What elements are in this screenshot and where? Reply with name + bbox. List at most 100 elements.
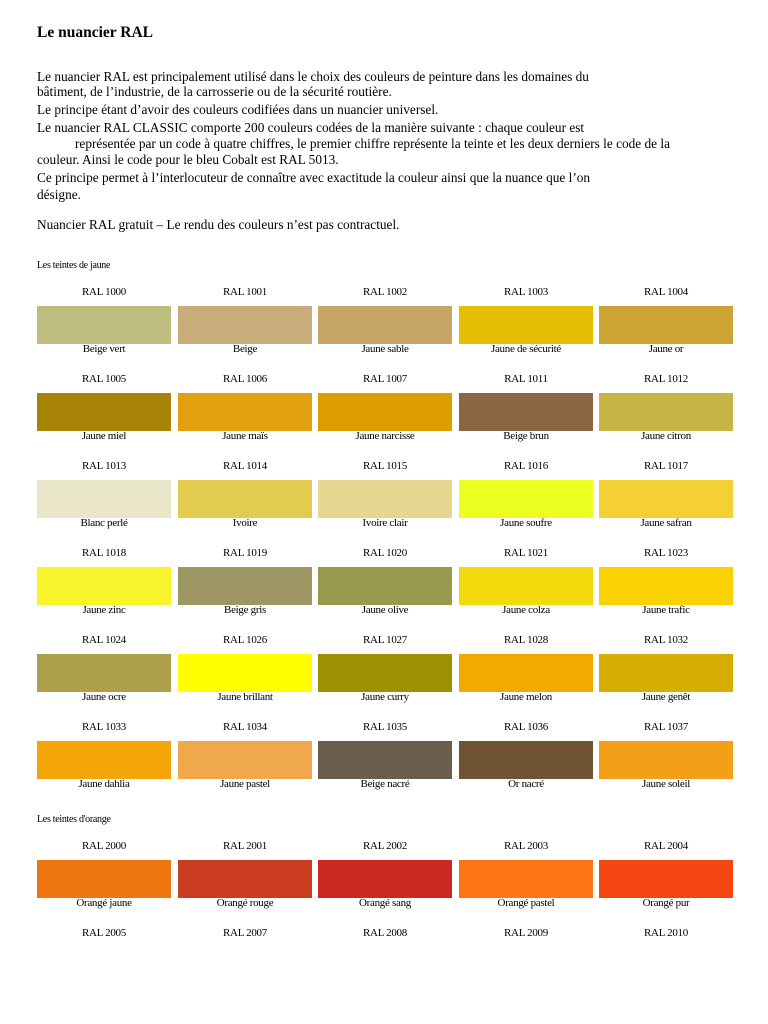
color-name: Orangé sang — [359, 897, 411, 909]
color-swatch — [459, 393, 593, 431]
intro-line: représentée par un code à quatre chiffre… — [75, 136, 670, 151]
color-swatch — [37, 654, 171, 692]
color-name: Jaune curry — [361, 691, 409, 703]
ral-code: RAL 1003 — [504, 286, 548, 298]
ral-code: RAL 1017 — [644, 460, 688, 472]
color-swatch — [459, 860, 593, 898]
ral-code: RAL 1016 — [504, 460, 548, 472]
color-name: Jaune pastel — [220, 778, 270, 790]
color-swatch — [459, 654, 593, 692]
color-name: Jaune miel — [81, 430, 127, 442]
intro-line: Le nuancier RAL est principalement utili… — [37, 69, 589, 84]
ral-code: RAL 1018 — [82, 547, 126, 559]
ral-code: RAL 1021 — [504, 547, 548, 559]
ral-code: RAL 1035 — [363, 721, 407, 733]
color-swatch — [318, 654, 452, 692]
ral-code: RAL 1001 — [223, 286, 267, 298]
ral-code: RAL 1014 — [223, 460, 267, 472]
color-swatch — [318, 393, 452, 431]
color-name: Jaune sable — [361, 343, 409, 355]
color-swatch — [599, 860, 733, 898]
ral-code: RAL 2004 — [644, 840, 688, 852]
color-swatch — [178, 860, 312, 898]
ral-code: RAL 1036 — [504, 721, 548, 733]
title: Le nuancier RAL — [37, 24, 153, 41]
color-swatch — [318, 480, 452, 518]
color-name: Jaune safran — [640, 517, 692, 529]
ral-code: RAL 1037 — [644, 721, 688, 733]
color-swatch — [459, 567, 593, 605]
color-swatch — [599, 654, 733, 692]
color-name: Orangé pastel — [497, 897, 555, 909]
color-swatch — [318, 306, 452, 344]
ral-code: RAL 1024 — [82, 634, 126, 646]
ral-code: RAL 2005 — [82, 927, 126, 939]
ral-code: RAL 1005 — [82, 373, 126, 385]
color-name: Jaune de sécurité — [490, 343, 562, 355]
intro-line: couleur. Ainsi le code pour le bleu Coba… — [37, 152, 339, 167]
ral-code: RAL 1007 — [363, 373, 407, 385]
color-swatch — [599, 393, 733, 431]
color-name: Jaune melon — [500, 691, 552, 703]
color-name: Jaune colza — [502, 604, 550, 616]
color-swatch — [37, 480, 171, 518]
color-name: Blanc perlé — [80, 517, 128, 529]
ral-code: RAL 1002 — [363, 286, 407, 298]
ral-code: RAL 2001 — [223, 840, 267, 852]
ral-code: RAL 1011 — [504, 373, 548, 385]
color-swatch — [459, 480, 593, 518]
color-swatch — [178, 306, 312, 344]
intro-line: Le principe étant d’avoir des couleurs c… — [37, 102, 439, 117]
color-swatch — [318, 860, 452, 898]
color-swatch — [37, 860, 171, 898]
ral-code: RAL 1032 — [644, 634, 688, 646]
ral-code: RAL 2010 — [644, 927, 688, 939]
color-name: Jaune dahlia — [78, 778, 130, 790]
color-swatch — [37, 741, 171, 779]
color-swatch — [599, 306, 733, 344]
color-name: Jaune brillant — [217, 691, 273, 703]
color-swatch — [599, 567, 733, 605]
color-name: Orangé jaune — [76, 897, 132, 909]
color-swatch — [318, 741, 452, 779]
ral-code: RAL 2003 — [504, 840, 548, 852]
color-name: Jaune ocre — [82, 691, 126, 703]
color-name: Jaune zinc — [82, 604, 126, 616]
color-swatch — [178, 480, 312, 518]
color-name: Jaune narcisse — [355, 430, 415, 442]
ral-code: RAL 1026 — [223, 634, 267, 646]
note: Nuancier RAL gratuit – Le rendu des coul… — [37, 217, 400, 232]
intro-line: Le nuancier RAL CLASSIC comporte 200 cou… — [37, 120, 585, 135]
color-swatch — [37, 393, 171, 431]
ral-code: RAL 2000 — [82, 840, 126, 852]
color-name: Orangé pur — [642, 897, 690, 909]
ral-code: RAL 2002 — [363, 840, 407, 852]
color-swatch — [178, 567, 312, 605]
intro-line: désigne. — [37, 187, 81, 202]
ral-code: RAL 1019 — [223, 547, 267, 559]
ral-code: RAL 1000 — [82, 286, 126, 298]
section-title: Les teintes de jaune — [37, 260, 111, 271]
color-name: Beige — [232, 343, 258, 355]
ral-code: RAL 1023 — [644, 547, 688, 559]
intro-line: bâtiment, de l’industrie, de la carrosse… — [37, 84, 392, 99]
color-name: Jaune soleil — [641, 778, 691, 790]
color-name: Jaune soufre — [500, 517, 552, 529]
ral-code: RAL 1034 — [223, 721, 267, 733]
color-name: Jaune genêt — [641, 691, 691, 703]
color-swatch — [37, 567, 171, 605]
ral-code: RAL 1020 — [363, 547, 407, 559]
color-name: Beige nacré — [360, 778, 410, 790]
ral-code: RAL 1033 — [82, 721, 126, 733]
color-name: Orangé rouge — [216, 897, 274, 909]
ral-code: RAL 1015 — [363, 460, 407, 472]
color-name: Jaune citron — [641, 430, 691, 442]
ral-code: RAL 1013 — [82, 460, 126, 472]
ral-code: RAL 2007 — [223, 927, 267, 939]
color-swatch — [318, 567, 452, 605]
ral-code: RAL 1006 — [223, 373, 267, 385]
color-swatch — [37, 306, 171, 344]
color-swatch — [599, 480, 733, 518]
ral-code: RAL 1012 — [644, 373, 688, 385]
